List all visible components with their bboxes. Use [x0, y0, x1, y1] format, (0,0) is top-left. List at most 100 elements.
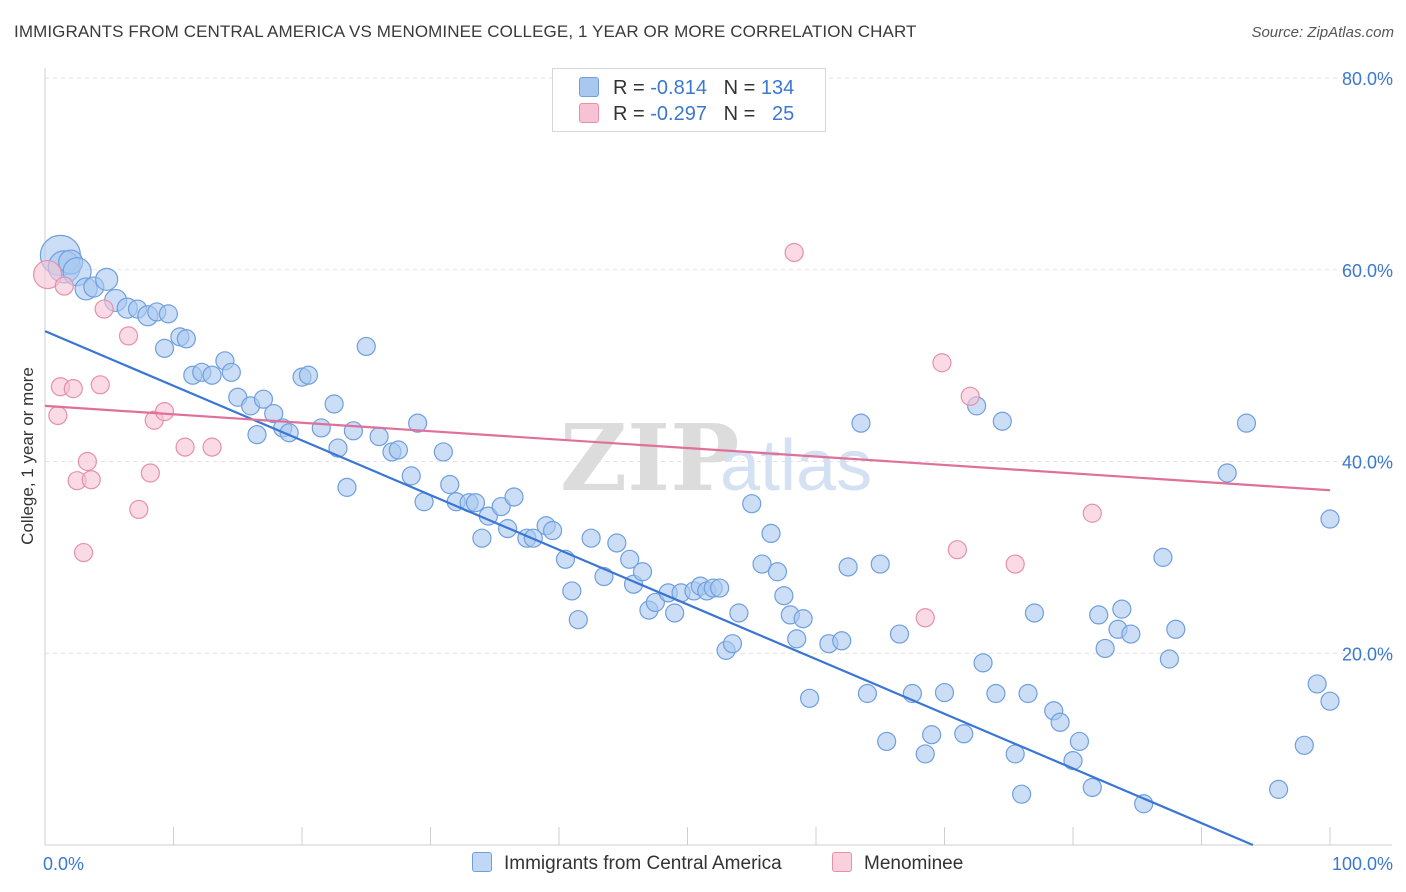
watermark: ZIP atlas: [560, 404, 872, 512]
tick-labels: 20.0% 40.0% 60.0% 80.0% 0.0% 100.0%: [43, 69, 1393, 874]
point-central-america: [632, 562, 653, 582]
point-central-america: [504, 487, 524, 507]
point-central-america: [1069, 731, 1090, 752]
point-central-america: [95, 267, 119, 291]
point-central-america: [433, 442, 453, 462]
point-menominee: [915, 608, 935, 628]
point-central-america: [1089, 605, 1109, 625]
point-central-america: [870, 554, 890, 574]
point-central-america: [298, 365, 319, 385]
point-central-america: [710, 578, 730, 598]
point-central-america: [1166, 619, 1186, 639]
point-central-america: [799, 688, 820, 708]
chart-title: IMMIGRANTS FROM CENTRAL AMERICA VS MENOM…: [14, 22, 917, 41]
point-central-america: [922, 725, 942, 745]
point-central-america: [311, 418, 331, 438]
point-central-america: [247, 425, 267, 445]
r-label: R =: [613, 77, 645, 99]
point-central-america: [581, 528, 601, 548]
point-central-america: [158, 304, 178, 324]
point-central-america: [665, 603, 685, 623]
x-tick-label-max: 100.0%: [1332, 854, 1393, 874]
point-central-america: [742, 494, 762, 514]
point-menominee: [932, 353, 952, 373]
point-menominee: [118, 326, 139, 346]
point-central-america: [729, 603, 749, 623]
point-menominee: [63, 379, 83, 399]
point-central-america: [857, 683, 878, 704]
point-central-america: [761, 523, 781, 544]
point-central-america: [1320, 691, 1340, 711]
legend-swatch-pink: [832, 852, 852, 872]
point-central-america: [562, 581, 582, 601]
correlation-legend: R = -0.814 N = 134 R = -0.297 N = 25: [552, 68, 826, 132]
point-central-america: [343, 421, 363, 441]
point-central-america: [465, 493, 486, 513]
legend-swatch-pink: [579, 103, 599, 123]
legend-row-menominee: R = -0.297 N = 25: [579, 103, 794, 125]
point-central-america: [1217, 463, 1237, 483]
point-central-america: [954, 724, 974, 744]
point-menominee: [960, 386, 980, 406]
point-central-america: [388, 440, 408, 460]
point-central-america: [607, 533, 627, 553]
point-central-america: [1050, 712, 1070, 732]
point-central-america: [787, 629, 807, 649]
point-central-america: [793, 609, 813, 629]
point-central-america: [1320, 509, 1340, 529]
point-menominee: [48, 405, 68, 426]
point-central-america: [542, 520, 563, 541]
point-menominee: [73, 542, 94, 563]
point-central-america: [401, 466, 421, 486]
point-central-america: [369, 426, 389, 447]
point-central-america: [491, 496, 511, 517]
point-central-america: [1294, 735, 1314, 755]
point-menominee: [140, 463, 160, 483]
legend-row-central-america: R = -0.814 N = 134: [579, 77, 794, 99]
point-central-america: [1024, 603, 1045, 623]
n-label: N =: [723, 77, 756, 99]
axes: [44, 68, 1392, 846]
point-central-america: [253, 389, 274, 409]
point-central-america: [838, 557, 858, 577]
point-menominee: [1005, 554, 1025, 574]
point-central-america: [774, 586, 794, 606]
point-central-america: [1121, 624, 1141, 644]
point-menominee: [90, 375, 110, 395]
series-legend-central-america: Immigrants from Central America: [472, 852, 782, 875]
point-central-america: [408, 413, 428, 433]
point-central-america: [1082, 777, 1102, 798]
point-central-america: [1236, 413, 1257, 433]
point-central-america: [594, 566, 614, 587]
watermark-atlas: atlas: [720, 426, 872, 506]
point-menominee: [94, 299, 114, 319]
point-menominee: [32, 259, 63, 290]
series-label: Immigrants from Central America: [504, 853, 782, 874]
point-central-america: [934, 682, 955, 703]
point-central-america: [1018, 683, 1038, 704]
legend-swatch-blue: [472, 852, 492, 872]
watermark-zip: ZIP: [560, 404, 739, 512]
point-menominee: [202, 437, 222, 457]
r-value: -0.814: [650, 77, 707, 99]
point-central-america: [1112, 599, 1132, 619]
point-menominee: [81, 470, 101, 490]
point-central-america: [472, 528, 492, 548]
point-central-america: [221, 362, 241, 382]
point-central-america: [568, 610, 588, 630]
point-central-america: [440, 474, 460, 495]
gridlines: [45, 77, 1392, 654]
point-central-america: [915, 744, 935, 764]
x-tick-label-min: 0.0%: [43, 854, 84, 874]
point-central-america: [645, 592, 665, 613]
point-central-america: [1095, 638, 1115, 659]
point-central-america: [752, 554, 772, 574]
y-tick-label: 20.0%: [1342, 644, 1393, 664]
point-central-america: [1011, 784, 1032, 804]
y-tick-label: 60.0%: [1342, 261, 1393, 281]
point-menominee: [947, 540, 967, 560]
point-central-america: [889, 624, 910, 644]
point-central-america: [1159, 649, 1179, 669]
y-tick-label: 40.0%: [1342, 453, 1393, 473]
